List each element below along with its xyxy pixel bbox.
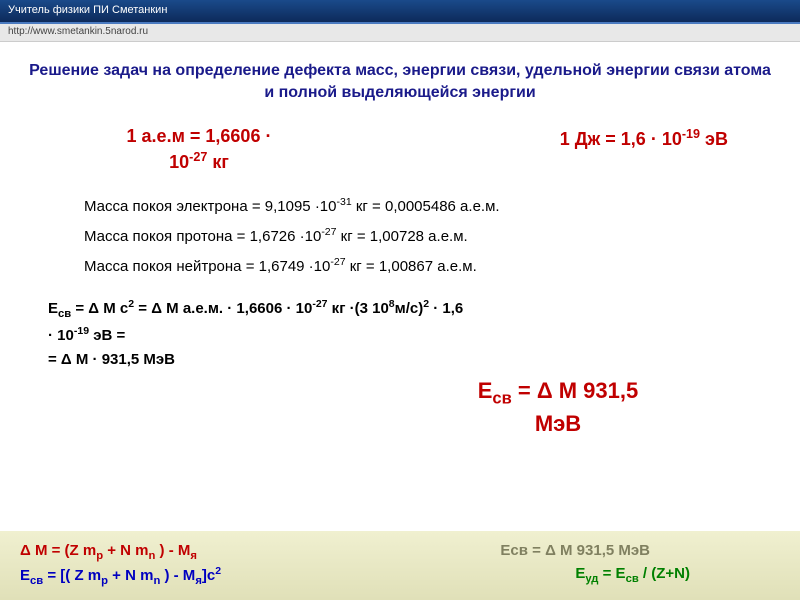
header-text: Учитель физики ПИ Сметанкин bbox=[8, 4, 167, 16]
electron-exp: -31 bbox=[337, 196, 352, 208]
url-text: http://www.smetankin.5narod.ru bbox=[8, 26, 148, 37]
slide-title: Решение задач на определение дефекта мас… bbox=[28, 60, 772, 103]
result-formula: Есв = Δ М 931,5 МэВ bbox=[408, 377, 708, 438]
d1e: м/с) bbox=[395, 300, 424, 317]
d2a-sup: -19 bbox=[74, 325, 89, 337]
ecv-prefix: Е bbox=[20, 567, 30, 584]
result-rest: = Δ М 931,5 bbox=[512, 378, 639, 403]
d1a: Е bbox=[48, 300, 58, 317]
neutron-suffix: кг = 1,00867 а.е.м. bbox=[346, 258, 477, 275]
joule-prefix: 1 Дж = 1,6 · 10 bbox=[560, 129, 682, 149]
derivation: Есв = Δ М с2 = Δ М а.е.м. · 1,6606 · 10-… bbox=[48, 296, 772, 371]
joule-exp: -19 bbox=[682, 127, 700, 141]
eud-sub1: уд bbox=[585, 573, 598, 585]
d1a-sub: св bbox=[58, 308, 71, 320]
d1c: = Δ М а.е.м. · 1,6606 · 10 bbox=[134, 300, 312, 317]
dm-prefix: Δ М = (Z m bbox=[20, 542, 96, 559]
binding-energy-formula: Есв = [( Z mp + N mn ) - Мя]c2 bbox=[20, 565, 221, 587]
ecv-sub3: я bbox=[195, 575, 202, 587]
dm-mid: + N m bbox=[103, 542, 148, 559]
ecv-c: ) - М bbox=[160, 567, 195, 584]
amu-conversion: 1 а.е.м = 1,6606 · 10-27 кг bbox=[64, 125, 334, 174]
neutron-exp: -27 bbox=[330, 256, 345, 268]
neutron-mass: Масса покоя нейтрона = 1,6749 ·10-27 кг … bbox=[84, 252, 772, 282]
electron-suffix: кг = 0,0005486 а.е.м. bbox=[352, 198, 500, 215]
amu-exp: -27 bbox=[189, 150, 207, 164]
d1b: = Δ М с bbox=[71, 300, 128, 317]
footer-row-1: Δ М = (Z mp + N mn ) - Мя Есв = Δ М 931,… bbox=[20, 542, 780, 562]
ecv-sub: св bbox=[30, 575, 43, 587]
eud-suffix: / (Z+N) bbox=[639, 565, 690, 582]
joule-conversion: 1 Дж = 1,6 · 10-19 эВ bbox=[560, 127, 728, 150]
result-unit: МэВ bbox=[535, 411, 581, 436]
amu-line2-suffix: кг bbox=[207, 152, 229, 172]
ecv-a: = [( Z m bbox=[43, 567, 101, 584]
d1f: · 1,6 bbox=[429, 300, 463, 317]
result-prefix: Е bbox=[478, 378, 493, 403]
footer-row-2: Есв = [( Z mp + N mn ) - Мя]c2 Еуд = Есв… bbox=[20, 565, 780, 587]
ecv-b: + N m bbox=[108, 567, 153, 584]
eud-sub2: св bbox=[626, 573, 639, 585]
ecv-d: ]c bbox=[202, 567, 215, 584]
amu-line2-prefix: 10 bbox=[169, 152, 189, 172]
rest-masses: Масса покоя электрона = 9,1095 ·10-31 кг… bbox=[84, 192, 772, 282]
d3: = Δ М · 931,5 МэВ bbox=[48, 351, 175, 368]
d2a: · 10 bbox=[48, 327, 74, 344]
result-sub: св bbox=[492, 389, 511, 407]
esv-text: Есв = Δ М 931,5 МэВ bbox=[500, 542, 650, 559]
eud-prefix: Е bbox=[575, 565, 585, 582]
proton-suffix: кг = 1,00728 а.е.м. bbox=[337, 228, 468, 245]
ecv-sub1: p bbox=[101, 575, 108, 587]
ecv-sup: 2 bbox=[215, 565, 221, 577]
url-bar: http://www.smetankin.5narod.ru bbox=[0, 24, 800, 42]
electron-mass: Масса покоя электрона = 9,1095 ·10-31 кг… bbox=[84, 192, 772, 222]
conversion-row: 1 а.е.м = 1,6606 · 10-27 кг 1 Дж = 1,6 ·… bbox=[28, 125, 772, 174]
specific-binding-energy: Еуд = Есв / (Z+N) bbox=[575, 565, 690, 587]
binding-energy-mev: Есв = Δ М 931,5 МэВ bbox=[500, 542, 650, 562]
neutron-prefix: Масса покоя нейтрона = 1,6749 ·10 bbox=[84, 258, 330, 275]
electron-prefix: Масса покоя электрона = 9,1095 ·10 bbox=[84, 198, 337, 215]
joule-suffix: эВ bbox=[700, 129, 728, 149]
slide-content: Решение задач на определение дефекта мас… bbox=[0, 42, 800, 438]
proton-mass: Масса покоя протона = 1,6726 ·10-27 кг =… bbox=[84, 222, 772, 252]
mass-defect-formula: Δ М = (Z mp + N mn ) - Мя bbox=[20, 542, 197, 562]
dm-suffix: ) - М bbox=[155, 542, 190, 559]
d2b: эВ = bbox=[89, 327, 125, 344]
footer-formulas: Δ М = (Z mp + N mn ) - Мя Есв = Δ М 931,… bbox=[0, 531, 800, 600]
proton-prefix: Масса покоя протона = 1,6726 ·10 bbox=[84, 228, 321, 245]
d1d: кг ·(3 10 bbox=[328, 300, 389, 317]
dm-sub3: я bbox=[190, 550, 197, 562]
header-bar: Учитель физики ПИ Сметанкин bbox=[0, 0, 800, 24]
d1c-sup: -27 bbox=[312, 298, 327, 310]
proton-exp: -27 bbox=[321, 226, 336, 238]
amu-line1: 1 а.е.м = 1,6606 · bbox=[127, 126, 272, 146]
eud-mid: = Е bbox=[598, 565, 625, 582]
